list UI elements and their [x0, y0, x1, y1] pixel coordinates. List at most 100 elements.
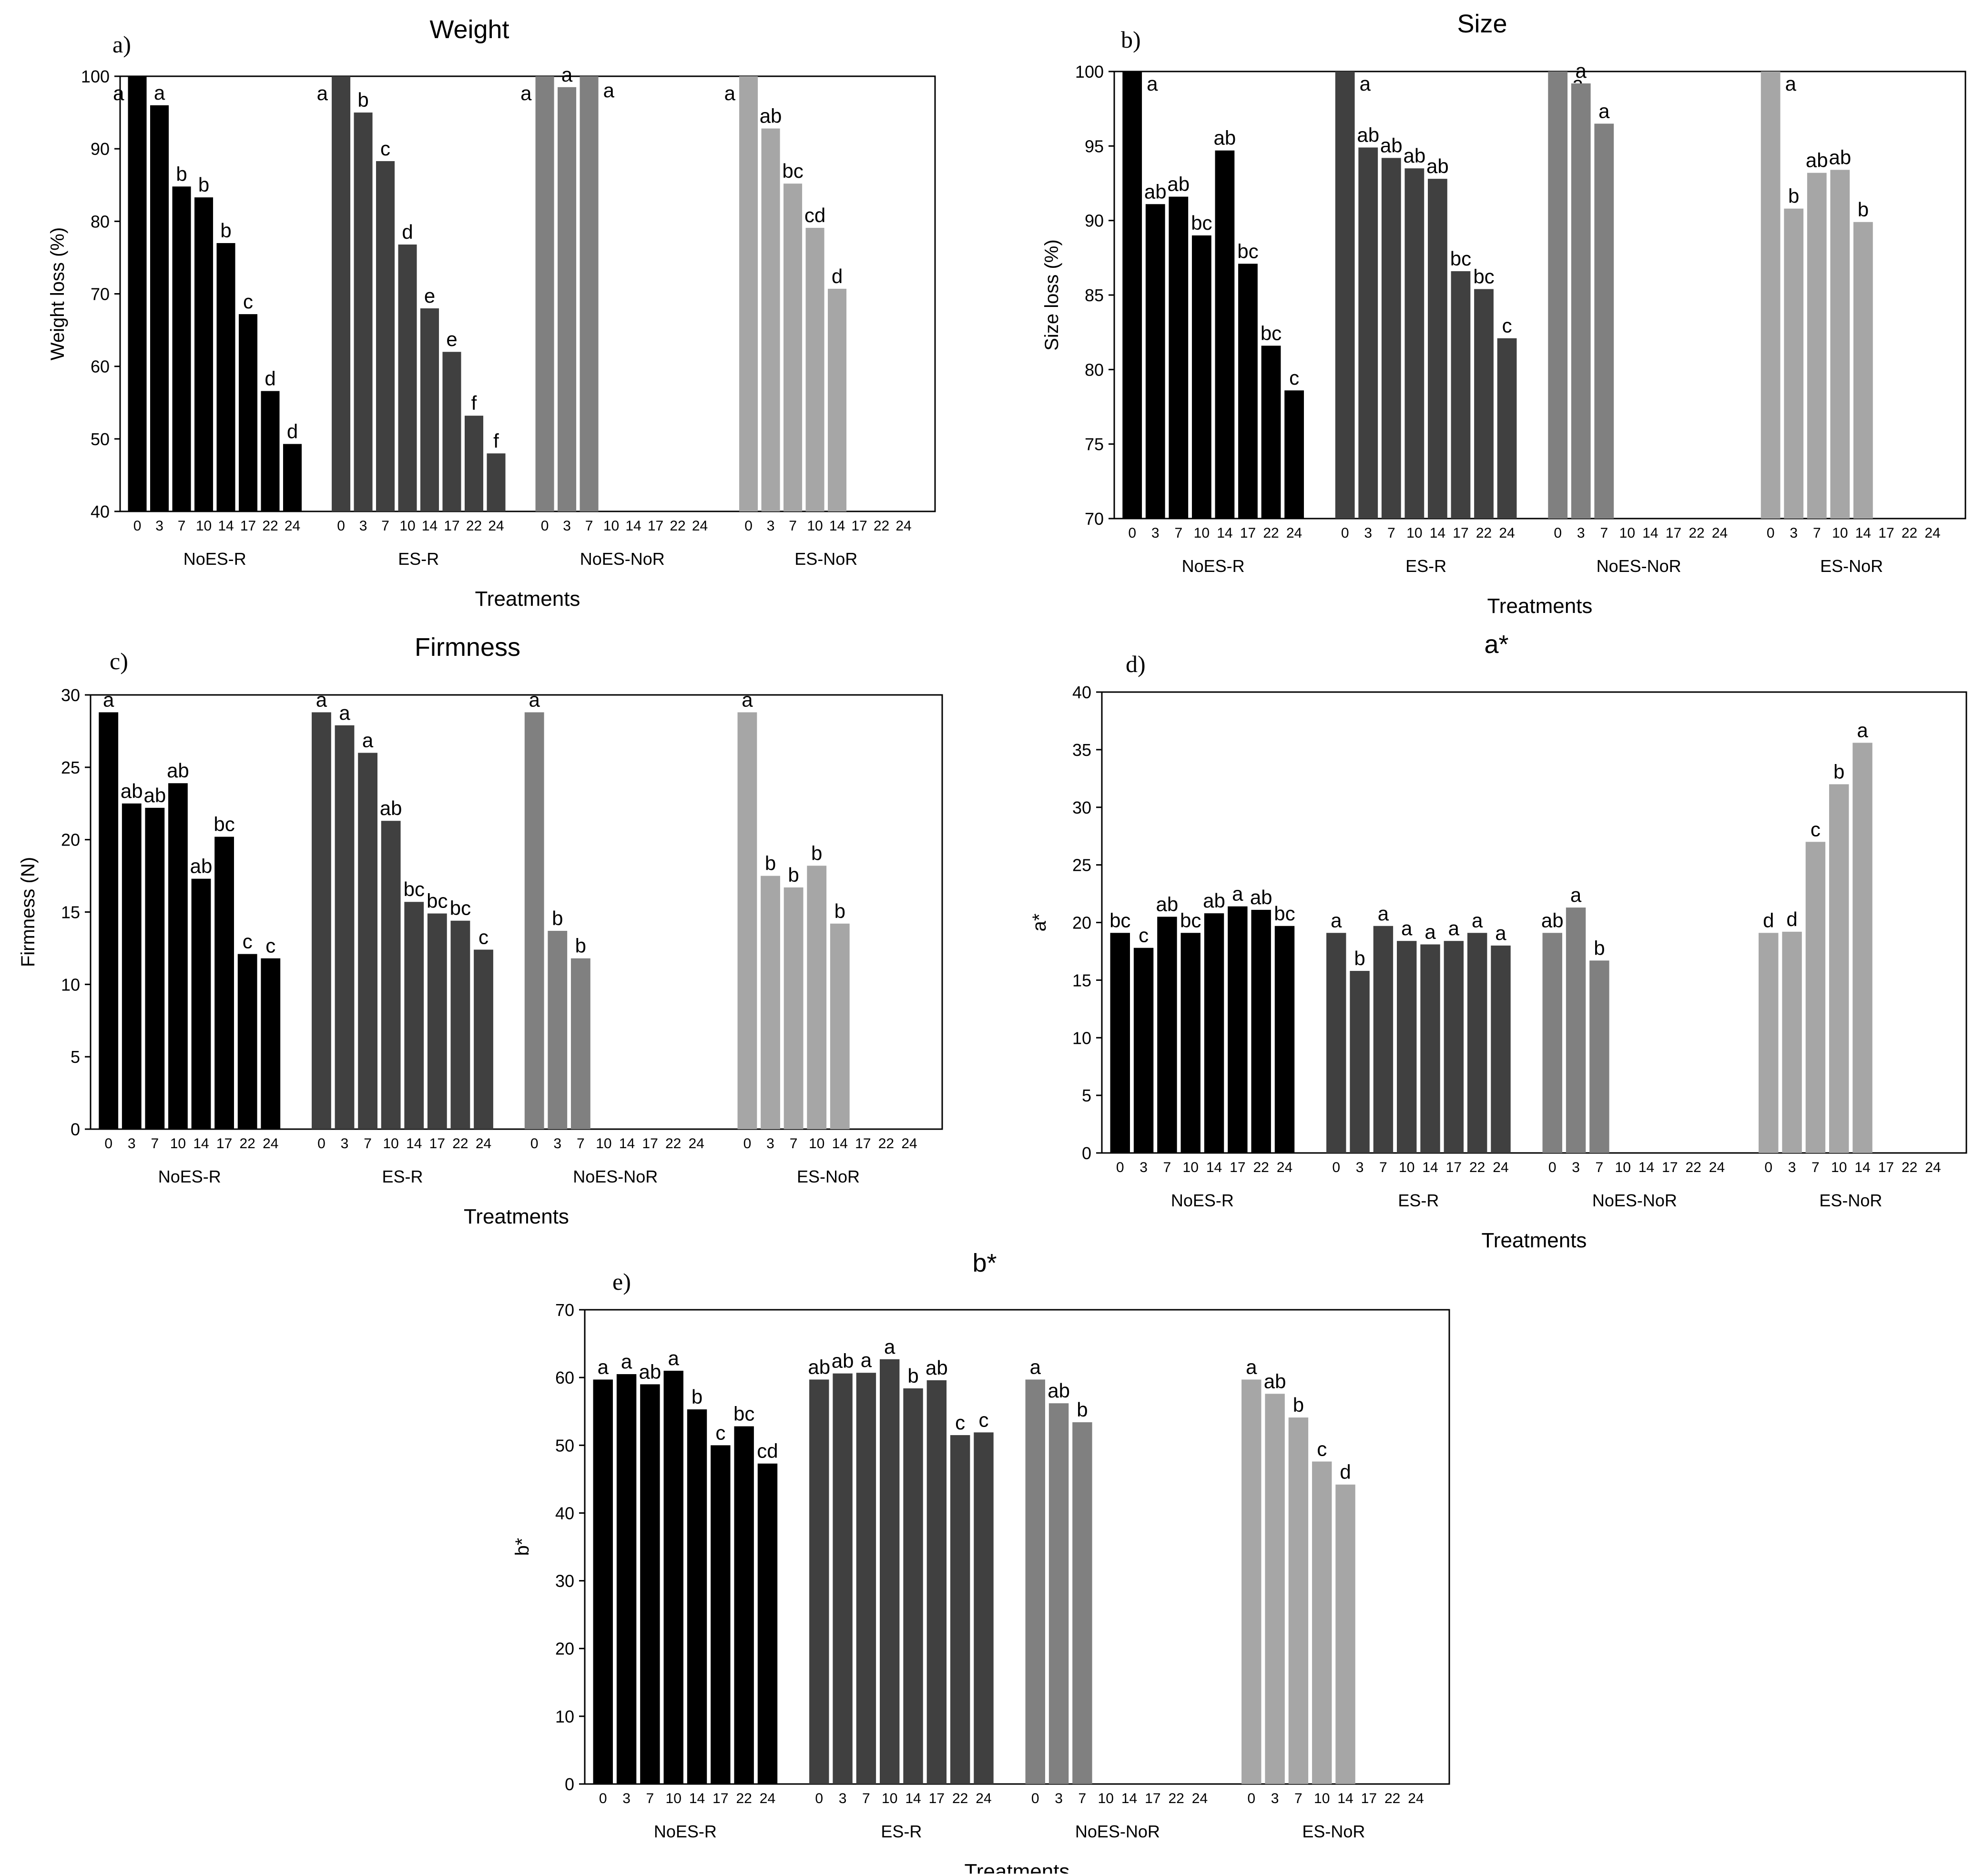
day-label: 24: [1712, 525, 1728, 541]
group-label: NoES-NoR: [580, 549, 665, 569]
significance-letter: a: [1232, 883, 1243, 905]
bar: [757, 1463, 778, 1784]
y-tick-label: 90: [1085, 211, 1104, 231]
bar: [856, 1373, 876, 1784]
y-tick-label: 25: [61, 758, 80, 777]
day-label: 14: [1337, 1791, 1353, 1806]
day-label: 3: [839, 1791, 847, 1806]
significance-letter: a: [1360, 72, 1371, 95]
bar: [128, 76, 147, 511]
bar: [558, 87, 577, 511]
chart-panel-4: 05101520253035400bc3c7ab10bc14ab17a22ab2…: [1029, 630, 1967, 1252]
significance-letter: ab: [1203, 889, 1225, 912]
y-tick-label: 5: [71, 1047, 80, 1067]
significance-letter: f: [493, 429, 499, 452]
bar: [1122, 71, 1142, 519]
significance-letter: b: [1788, 185, 1799, 207]
significance-letter: d: [1763, 909, 1774, 931]
day-label: 17: [1145, 1791, 1160, 1806]
day-label: 14: [1642, 525, 1658, 541]
bar: [1326, 933, 1346, 1153]
bar: [1467, 933, 1487, 1153]
day-label: 0: [1767, 525, 1775, 541]
significance-letter: b: [220, 219, 231, 242]
group-label: ES-NoR: [1302, 1822, 1365, 1841]
day-label: 17: [642, 1136, 658, 1152]
significance-letter: c: [243, 930, 253, 953]
significance-letter: d: [287, 420, 298, 442]
day-label: 24: [1192, 1791, 1208, 1806]
day-label: 22: [1469, 1160, 1485, 1175]
day-label: 24: [1493, 1160, 1508, 1175]
day-label: 22: [466, 518, 482, 534]
day-label: 14: [1422, 1160, 1438, 1175]
significance-letter: e: [424, 285, 435, 307]
panel-letter: d): [1126, 651, 1146, 677]
day-label: 0: [815, 1791, 823, 1806]
bar: [1288, 1417, 1309, 1784]
bar: [1238, 264, 1258, 519]
bar: [1852, 743, 1872, 1153]
bar: [1404, 168, 1425, 519]
bar: [1497, 338, 1517, 519]
significance-letter: bc: [427, 890, 448, 912]
group-label: ES-NoR: [1820, 556, 1883, 576]
significance-letter: cd: [757, 1440, 778, 1462]
significance-letter: a: [1598, 100, 1610, 122]
significance-letter: b: [1077, 1398, 1088, 1421]
significance-letter: b: [811, 842, 822, 864]
significance-letter: bc: [1274, 902, 1295, 925]
group-label: ES-NoR: [1819, 1191, 1882, 1210]
bar: [974, 1432, 994, 1784]
y-tick-label: 20: [555, 1639, 574, 1659]
day-label: 3: [563, 518, 571, 534]
plot-frame: [584, 1309, 1450, 1785]
panel-letter: e): [612, 1268, 631, 1295]
bar: [237, 954, 257, 1129]
significance-letter: c: [265, 935, 275, 957]
bar: [1180, 933, 1201, 1153]
significance-letter: f: [471, 392, 477, 414]
significance-letter: ab: [1156, 893, 1179, 915]
day-label: 3: [1572, 1160, 1580, 1175]
day-label: 0: [1548, 1160, 1557, 1175]
bar: [191, 878, 211, 1129]
bar: [570, 958, 590, 1129]
panel-letter: a): [112, 31, 131, 58]
significance-letter: b: [198, 173, 209, 196]
bar: [1358, 147, 1378, 519]
day-label: 7: [1079, 1791, 1087, 1806]
significance-letter: ab: [1144, 180, 1167, 203]
bar: [1072, 1422, 1092, 1784]
day-label: 14: [619, 1136, 635, 1152]
day-label: 7: [789, 518, 797, 534]
y-tick-label: 70: [91, 285, 110, 304]
bar: [1251, 909, 1271, 1153]
y-tick-label: 80: [1085, 360, 1104, 379]
significance-letter: b: [575, 935, 586, 957]
significance-letter: d: [832, 265, 843, 287]
day-label: 10: [1619, 525, 1635, 541]
bar: [1169, 196, 1189, 519]
bar: [663, 1370, 683, 1784]
bar: [616, 1374, 637, 1784]
day-label: 24: [1286, 525, 1302, 541]
significance-letter: a: [1246, 1356, 1257, 1378]
day-label: 3: [1271, 1791, 1279, 1806]
significance-letter: a: [103, 688, 114, 711]
day-label: 7: [1596, 1160, 1604, 1175]
significance-letter: c: [715, 1421, 725, 1444]
day-label: 22: [452, 1136, 468, 1152]
day-label: 7: [646, 1791, 654, 1806]
chart-panel-5: 0102030405060700a3a7ab10a14b17c22bc24cdN…: [512, 1249, 1450, 1876]
bar: [1261, 346, 1281, 519]
day-label: 14: [829, 518, 845, 534]
bar: [1284, 390, 1304, 519]
day-label: 10: [383, 1136, 399, 1152]
significance-letter: a: [1495, 922, 1506, 944]
y-tick-label: 10: [61, 975, 80, 994]
day-label: 10: [1183, 1160, 1199, 1175]
significance-letter: a: [1448, 917, 1460, 939]
